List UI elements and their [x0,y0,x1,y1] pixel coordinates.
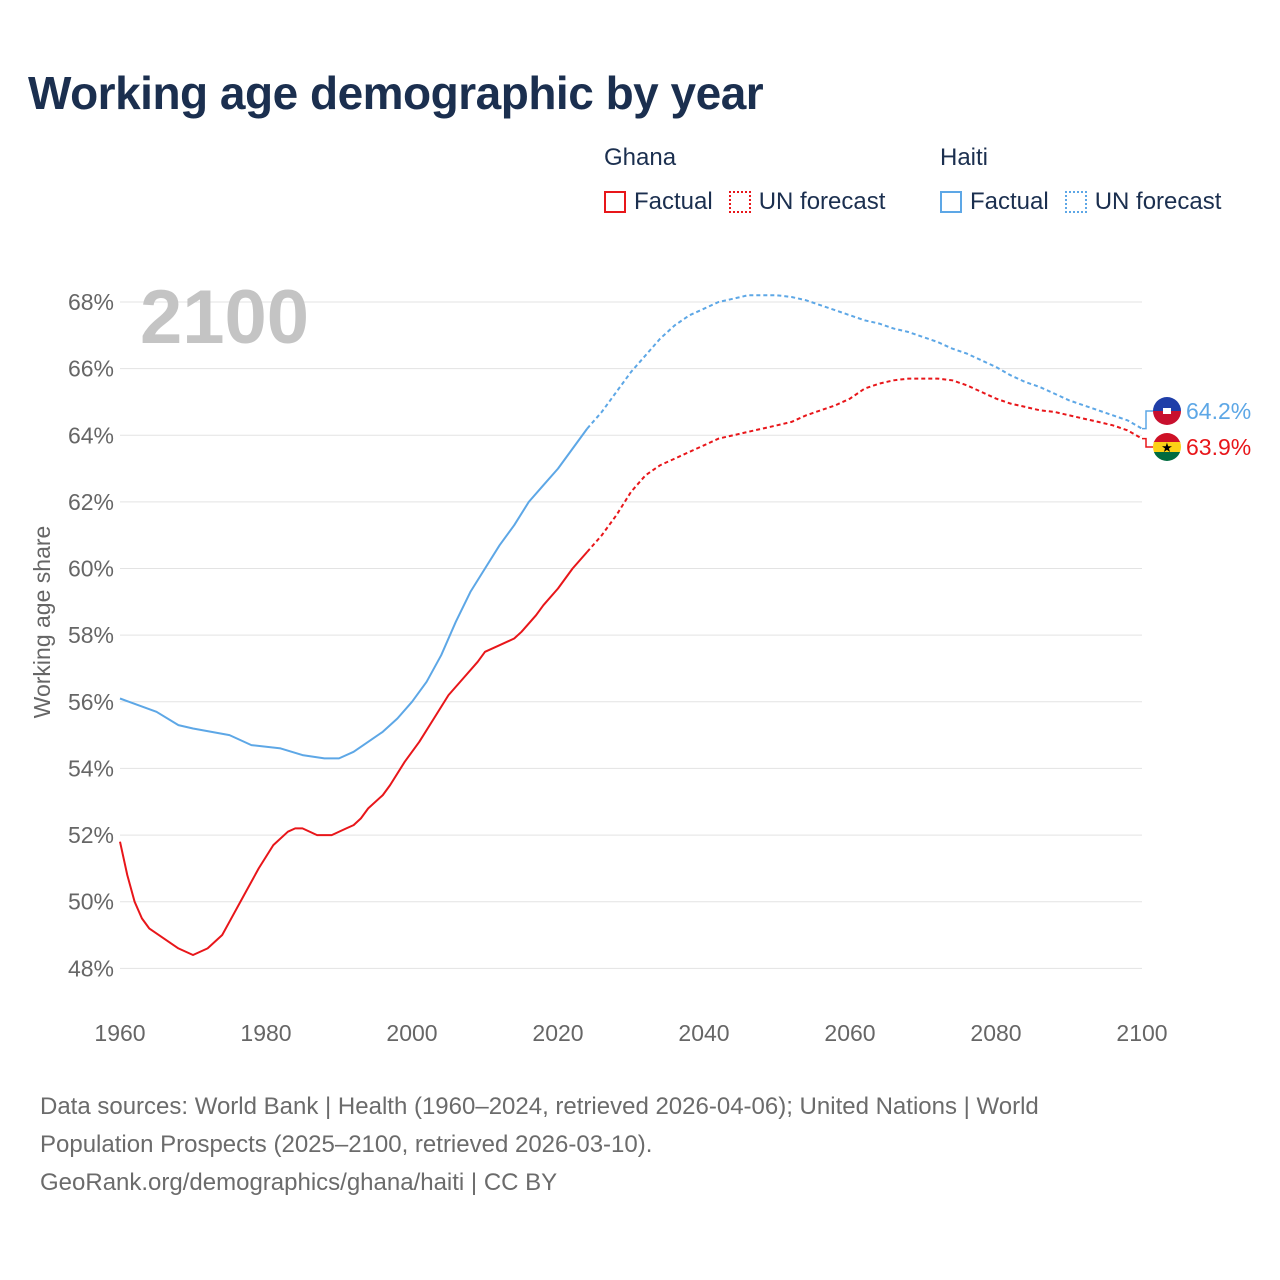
y-tick-label: 64% [68,422,114,448]
y-tick-label: 60% [68,556,114,582]
series-line-ghana-factual [119,551,588,956]
legend-label: UN forecast [1094,188,1222,215]
y-tick-label: 50% [68,889,114,915]
legend-label: UN forecast [758,188,886,215]
haiti-flag-icon [1153,397,1181,425]
y-tick-label: 66% [68,356,114,382]
y-tick-label: 52% [68,822,114,848]
y-axis-label: Working age share [29,526,55,719]
chart-title: Working age demographic by year [28,67,764,119]
legend-swatch-solid [940,191,962,213]
y-tick-label: 56% [68,689,114,715]
legend-swatch-dotted [1064,191,1087,213]
ghana-flag-icon: ★ [1153,433,1181,461]
data-sources: Data sources: World Bank | Health (1960–… [40,1093,1039,1158]
series-line-ghana-forecast [586,377,1143,553]
credit-link[interactable]: GeoRank.org/demographics/ghana/haiti | C… [40,1169,558,1196]
svg-text:★: ★ [1161,440,1173,455]
legend-swatch-dotted [728,191,751,213]
legend-item-haiti-factual[interactable]: Factual [940,188,1049,216]
legend-group-name: Ghana [604,144,677,171]
legend-label: Factual [634,188,713,215]
x-tick-label: 2020 [532,1020,583,1046]
y-tick-label: 68% [68,289,114,315]
legend-item-ghana-factual[interactable]: Factual [604,188,713,216]
legend-group-haiti: Haiti Factual UN forecast [940,144,1237,216]
legend-group-ghana: Ghana Factual UN forecast [604,144,901,216]
x-tick-label: 2080 [970,1020,1021,1046]
x-tick-label: 2040 [678,1020,729,1046]
x-tick-label: 2100 [1116,1020,1167,1046]
legend-item-haiti-forecast[interactable]: UN forecast [1064,188,1222,216]
x-tick-label: 1980 [240,1020,291,1046]
y-tick-label: 54% [68,755,114,781]
ghana-end-label: 63.9% [1186,434,1251,460]
haiti-end-label: 64.2% [1186,398,1251,424]
x-tick-label: 1960 [94,1020,145,1046]
year-overlay: 2100 [140,275,309,360]
x-tick-label: 2060 [824,1020,875,1046]
legend-item-ghana-forecast[interactable]: UN forecast [728,188,886,216]
line-chart: 48% 50% 52% 54% 56% 58% 60% 62% 64% 66% 68% 1960 198… [29,275,1251,1046]
footer: Data sources: World Bank | Health (1960–… [40,1088,1150,1202]
haiti-end-connector [1142,410,1153,430]
legend-group-name: Haiti [940,144,989,171]
ghana-end-connector [1142,437,1153,448]
y-tick-label: 48% [68,955,114,981]
legend-label: Factual [970,188,1049,215]
y-tick-label: 58% [68,622,114,648]
series-line-haiti-forecast [586,294,1143,430]
legend-swatch-solid [604,191,626,213]
series-line-haiti-factual [119,428,589,760]
x-tick-label: 2000 [386,1020,437,1046]
y-tick-label: 62% [68,489,114,515]
